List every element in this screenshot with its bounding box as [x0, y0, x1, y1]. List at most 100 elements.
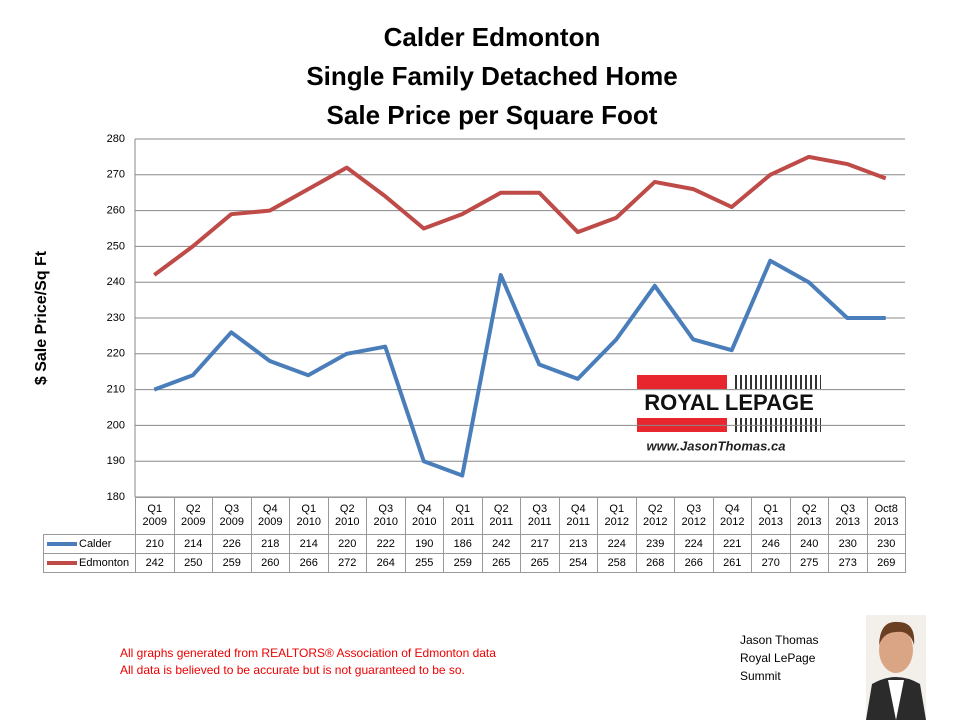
x-tick-label: Q4 2009: [258, 503, 283, 528]
value-cell: 258: [597, 553, 637, 573]
x-tick-label: Q4 2011: [566, 503, 591, 528]
footer-note: All graphs generated from REALTORS® Asso…: [120, 646, 496, 660]
agent-photo: [866, 615, 926, 720]
value-cell: 239: [635, 534, 675, 554]
value-cell: 260: [250, 553, 290, 573]
value-cell: 250: [173, 553, 213, 573]
x-tick-label: Oct8 2013: [874, 503, 899, 528]
header-cell: Q3 2012: [674, 497, 714, 535]
y-tick-label: 190: [107, 455, 125, 467]
y-tick-label: 250: [107, 240, 125, 252]
value-cell: 220: [327, 534, 367, 554]
title-line: Calder Edmonton: [384, 22, 601, 52]
y-tick-label: 220: [107, 348, 125, 360]
header-cell: Q2 2011: [481, 497, 521, 535]
x-tick-label: Q2 2011: [489, 503, 514, 528]
header-cell: Q2 2010: [327, 497, 367, 535]
value-cell: 268: [635, 553, 675, 573]
x-tick-label: Q2 2012: [643, 503, 668, 528]
value-cell: 270: [751, 553, 791, 573]
y-axis-label: $ Sale Price/Sq Ft: [33, 250, 50, 385]
value-cell: 221: [712, 534, 752, 554]
title-line: Sale Price per Square Foot: [327, 100, 658, 130]
header-cell: Q1 2012: [597, 497, 637, 535]
header-cell: Q2 2013: [789, 497, 829, 535]
value-cell: 259: [443, 553, 483, 573]
value-cell: 214: [173, 534, 213, 554]
value-cell: 265: [481, 553, 521, 573]
data-table: Q1 2009 Q2 2009 Q3 2009 Q4 2009 Q1 2010 Q2 20…: [43, 497, 906, 573]
y-tick-label: 280: [107, 133, 125, 145]
corner-cell: [44, 498, 136, 535]
photo-face: [879, 627, 913, 673]
logo-url: www.JasonThomas.ca: [647, 438, 786, 453]
logo-barcode: [733, 375, 821, 389]
logo-brand: ROYAL LEPAGE: [644, 390, 814, 415]
legend-swatch: [47, 542, 77, 547]
footer-note: All data is believed to be accurate but …: [120, 663, 465, 677]
value-cell: 224: [597, 534, 637, 554]
header-cell: Oct8 2013: [866, 497, 906, 535]
value-cell: 261: [712, 553, 752, 573]
header-cell: Q1 2011: [443, 497, 483, 535]
x-tick-label: Q4 2010: [412, 503, 437, 528]
value-cell: 265: [520, 553, 560, 573]
value-cell: 259: [212, 553, 252, 573]
header-cell: Q3 2013: [828, 497, 868, 535]
y-tick-label: 270: [107, 169, 125, 181]
header-cell: Q1 2010: [289, 497, 329, 535]
value-cell: 210: [135, 534, 175, 554]
x-tick-label: Q3 2012: [681, 503, 706, 528]
header-cell: Q2 2012: [635, 497, 675, 535]
y-tick-label: 180: [107, 491, 125, 503]
value-cell: 272: [327, 553, 367, 573]
value-cell: 246: [751, 534, 791, 554]
value-cell: 186: [443, 534, 483, 554]
value-cell: 214: [289, 534, 329, 554]
x-tick-label: Q1 2012: [604, 503, 629, 528]
value-cell: 266: [289, 553, 329, 573]
title-line: Single Family Detached Home: [306, 61, 677, 91]
x-tick-label: Q3 2010: [373, 503, 398, 528]
value-cell: 240: [789, 534, 829, 554]
logo: ROYAL LEPAGE www.JasonThomas.ca: [637, 375, 821, 453]
x-tick-label: Q1 2010: [296, 503, 321, 528]
legend-cell: Calder: [43, 534, 136, 554]
legend-label: Edmonton: [79, 557, 130, 569]
value-cell: 266: [674, 553, 714, 573]
x-tick-label: Q4 2012: [720, 503, 745, 528]
value-cell: 217: [520, 534, 560, 554]
agent-line: Jason Thomas: [740, 633, 819, 647]
value-cell: 254: [558, 553, 598, 573]
x-tick-label: Q1 2013: [758, 503, 783, 528]
y-tick-label: 240: [107, 276, 125, 288]
header-cell: Q1 2009: [135, 497, 175, 535]
legend-label: Calder: [79, 538, 112, 550]
value-cell: 264: [366, 553, 406, 573]
series-line: [153, 154, 887, 277]
photo-hair: [879, 621, 915, 645]
value-cell: 255: [404, 553, 444, 573]
x-tick-label: Q3 2009: [219, 503, 244, 528]
agent-line: Summit: [740, 669, 781, 683]
agent-line: Royal LePage: [740, 651, 816, 665]
value-cell: 242: [135, 553, 175, 573]
header-cell: Q4 2012: [712, 497, 752, 535]
x-tick-label: Q2 2010: [335, 503, 360, 528]
x-tick-label: Q3 2013: [835, 503, 860, 528]
legend-swatch: [47, 561, 77, 566]
series-row: Calder 210 214 226 218 214 220 222 190 186 242 217 2…: [43, 534, 906, 554]
value-cell: 269: [866, 553, 906, 573]
value-cell: 222: [366, 534, 406, 554]
photo-shirt: [888, 680, 904, 720]
header-cell: Q4 2011: [558, 497, 598, 535]
y-tick-label: 260: [107, 205, 125, 217]
header-cell: Q1 2013: [751, 497, 791, 535]
value-cell: 273: [828, 553, 868, 573]
header-row: Q1 2009 Q2 2009 Q3 2009 Q4 2009 Q1 2010 Q2 20…: [44, 497, 906, 535]
y-tick-label: 210: [107, 384, 125, 396]
header-cell: Q2 2009: [173, 497, 213, 535]
value-cell: 242: [481, 534, 521, 554]
header-cell: Q4 2010: [404, 497, 444, 535]
